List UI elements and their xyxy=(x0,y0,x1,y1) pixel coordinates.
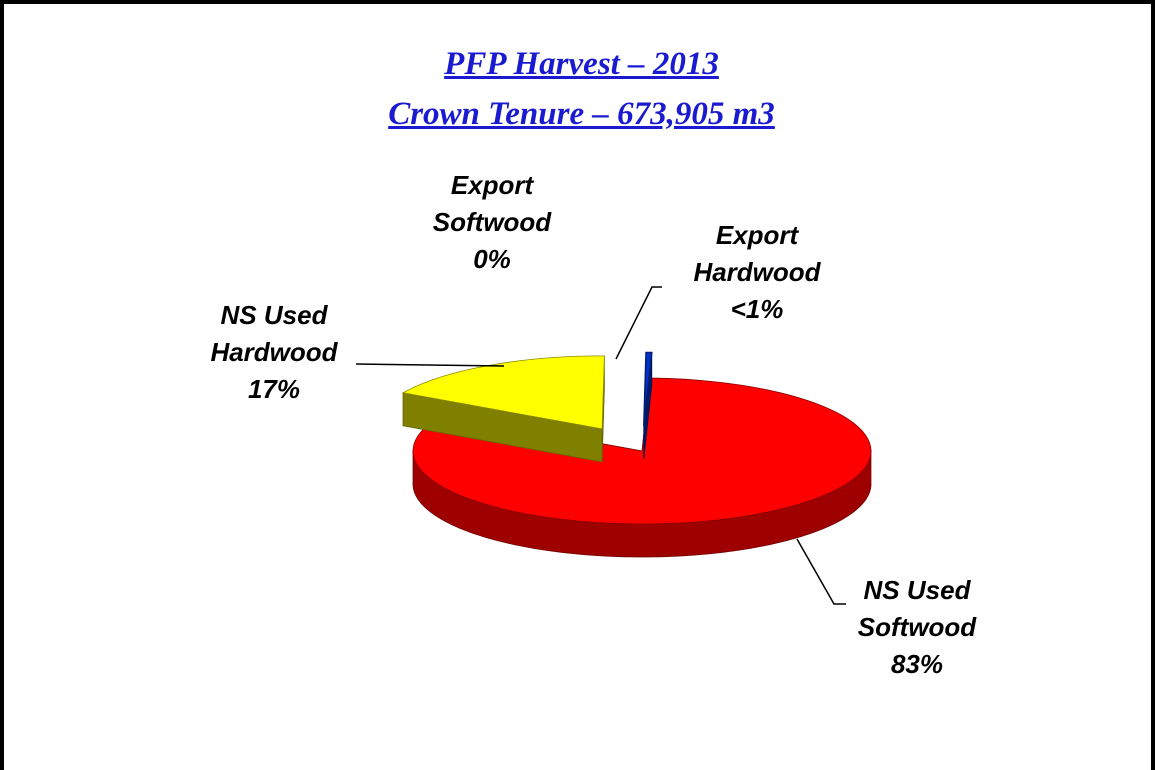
slice xyxy=(401,355,605,463)
slice-label: NS Used Softwood 83% xyxy=(827,572,1007,683)
slice-value: <1% xyxy=(730,294,784,324)
chart-title: PFP Harvest – 2013 xyxy=(444,46,719,82)
slice-top xyxy=(412,377,872,525)
chart-subtitle: Crown Tenure – 673,905 m3 xyxy=(388,96,775,132)
slice-name: Export Hardwood xyxy=(693,220,821,287)
slice-label: Export Hardwood <1% xyxy=(667,217,847,328)
slice-label: NS Used Hardwood 17% xyxy=(184,297,364,408)
slice-top xyxy=(643,351,653,426)
slice-name: Export Softwood xyxy=(432,170,552,237)
slice-value: 83% xyxy=(890,649,944,679)
leader-line xyxy=(796,538,846,605)
pie-chart xyxy=(355,286,872,605)
slice-value: 17% xyxy=(247,374,301,404)
leader-line xyxy=(615,286,662,360)
slice xyxy=(643,351,653,459)
slice-name: NS Used Softwood xyxy=(857,575,977,642)
leader-line xyxy=(355,363,505,367)
slice-label: Export Softwood 0% xyxy=(402,167,582,278)
slice-value: 0% xyxy=(473,244,511,274)
slice-name: NS Used Hardwood xyxy=(210,300,338,367)
